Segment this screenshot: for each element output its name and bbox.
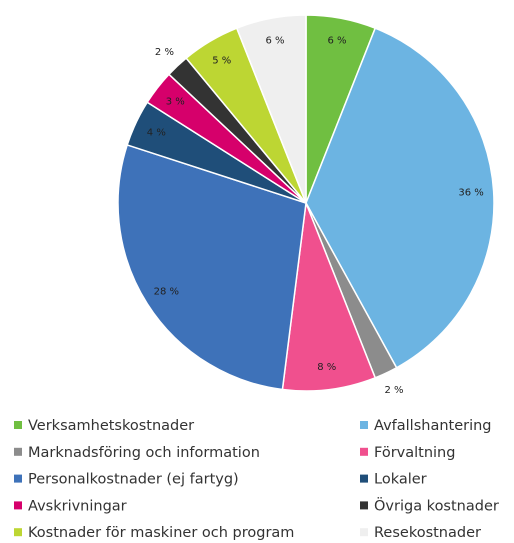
legend-label: Övriga kostnader <box>374 496 499 514</box>
legend-swatch <box>360 528 368 537</box>
legend-label: Marknadsföring och information <box>28 445 260 461</box>
data-label: 6 % <box>327 35 346 46</box>
data-label: 3 % <box>166 97 185 108</box>
pie-slice <box>305 27 495 369</box>
legend-label: Verksamhetskostnader <box>28 418 194 434</box>
data-label: 28 % <box>154 287 179 298</box>
legend-label: Avskrivningar <box>28 498 127 514</box>
legend-label: Resekostnader <box>374 525 481 541</box>
legend-swatch <box>14 501 22 510</box>
data-label: 4 % <box>147 128 166 139</box>
legend-label: Förvaltning <box>374 445 455 461</box>
legend-swatch <box>14 447 22 456</box>
data-label: 8 % <box>317 362 336 373</box>
legend-swatch <box>14 421 22 429</box>
pie-slice <box>235 14 307 204</box>
pie-slice <box>281 202 377 392</box>
legend-swatch <box>360 501 368 510</box>
data-label: 36 % <box>458 188 483 199</box>
legend-swatch <box>360 447 368 456</box>
legend-label: Personalkostnader (ej fartyg) <box>28 472 239 488</box>
legend-label: Avfallshantering <box>374 418 492 434</box>
legend-swatch <box>14 474 22 483</box>
legend-swatch <box>14 528 22 537</box>
pie-slice <box>117 143 307 391</box>
legend-swatch <box>360 474 368 483</box>
data-label: 2 % <box>155 47 174 58</box>
data-label: 6 % <box>265 35 284 46</box>
legend-label: Lokaler <box>374 472 427 488</box>
data-label: 5 % <box>212 56 231 67</box>
legend-swatch <box>360 421 368 429</box>
data-label: 2 % <box>385 385 404 396</box>
legend-label: Kostnader för maskiner och program <box>28 525 294 541</box>
